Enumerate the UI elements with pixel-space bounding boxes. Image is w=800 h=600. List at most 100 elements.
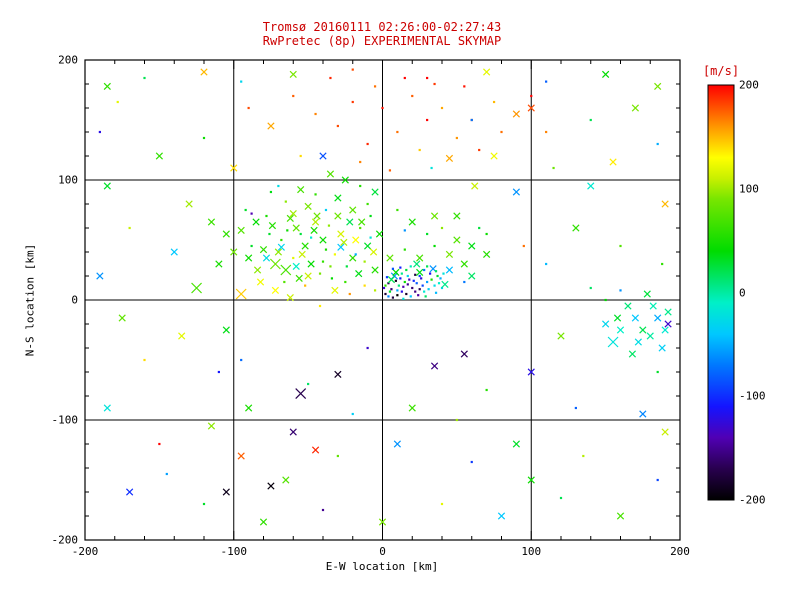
y-tick-label: 200 [58, 53, 78, 67]
colorbar-tick-label: 0 [739, 286, 746, 299]
data-point-x [602, 70, 610, 79]
data-point-x [289, 428, 297, 436]
data-point-x [616, 512, 625, 520]
data-point-dot [158, 442, 161, 446]
data-point-x [471, 182, 479, 190]
data-point-dot [265, 214, 268, 218]
data-point-dot [202, 502, 206, 506]
data-point-dot [656, 142, 659, 146]
data-point-dot [348, 292, 351, 296]
data-point-dot [530, 94, 533, 98]
data-point-dot [427, 288, 430, 291]
data-point-dot [116, 100, 119, 104]
data-point-dot [411, 94, 414, 98]
data-point-dot [244, 208, 247, 212]
data-point-dot [247, 106, 250, 110]
data-point-dot [403, 248, 406, 251]
data-point-dot [373, 85, 377, 88]
data-point-x [646, 332, 654, 340]
data-point-x [334, 370, 342, 379]
data-point-dot [277, 184, 280, 188]
data-point-dot [619, 289, 622, 292]
data-point-dot [409, 295, 412, 298]
data-point-x [269, 258, 281, 270]
data-point-x [643, 290, 651, 298]
data-point-x [386, 254, 394, 262]
data-point-dot [545, 130, 548, 134]
data-point-dot [408, 278, 411, 281]
data-point-x [289, 70, 297, 79]
data-point-dot [417, 294, 420, 297]
data-point-dot [440, 502, 444, 506]
data-point-dot [324, 248, 328, 251]
data-point-x [408, 218, 416, 226]
data-point-dot [470, 118, 473, 122]
data-point-dot [351, 68, 354, 71]
data-point-dot [250, 244, 253, 248]
data-point-x [661, 428, 669, 436]
data-point-x [453, 212, 461, 220]
data-point-x [256, 278, 265, 286]
data-point-dot [402, 297, 405, 300]
data-point-x [628, 350, 637, 358]
data-point-x [527, 476, 535, 484]
data-point-x [271, 286, 280, 295]
data-point-dot [165, 472, 168, 476]
data-point-dot [426, 265, 429, 268]
data-point-dot [385, 276, 389, 279]
data-point-x [609, 158, 617, 166]
data-point-x [483, 68, 491, 76]
data-point-dot [250, 212, 253, 215]
data-point-x [527, 368, 535, 376]
x-tick-label: 200 [670, 545, 690, 558]
data-point-dot [366, 346, 369, 350]
data-point-dot [384, 292, 387, 296]
data-point-dot [420, 277, 423, 280]
data-point-dot [402, 285, 405, 288]
data-point-dot [455, 136, 458, 140]
data-point-dot [314, 193, 317, 196]
data-point-dot [396, 289, 399, 292]
data-point-x [155, 152, 163, 160]
data-point-dot [351, 412, 354, 416]
data-point-dot [388, 290, 392, 293]
data-point-x [664, 308, 672, 316]
data-point-dot [391, 296, 395, 299]
data-point-dot [327, 224, 331, 227]
data-point-x [292, 224, 300, 232]
data-point-dot [318, 304, 322, 308]
data-point-dot [387, 282, 390, 285]
data-point-x [483, 250, 491, 259]
data-point-dot [405, 268, 408, 272]
data-point-x [185, 200, 193, 208]
data-point-dot [424, 295, 427, 298]
data-point-dot [403, 229, 406, 232]
data-point-dot [403, 280, 406, 284]
data-point-dot [292, 94, 295, 98]
data-point-x [295, 274, 303, 283]
colorbar-tick-label: 100 [739, 182, 759, 196]
data-point-x [346, 218, 354, 226]
data-point-x [282, 476, 290, 484]
x-axis-label: E-W location [km] [325, 560, 439, 573]
data-point-dot [545, 80, 548, 83]
data-point-dot [396, 294, 399, 297]
data-point-dot [552, 166, 555, 170]
data-point-dot [406, 274, 409, 278]
data-point-dot [500, 130, 503, 134]
data-point-dot [286, 229, 289, 232]
data-point-dot [369, 214, 372, 218]
data-point-x [286, 214, 294, 223]
data-point-x [237, 452, 245, 460]
data-point-x [369, 248, 378, 256]
data-point-dot [351, 100, 354, 104]
data-point-dot [470, 460, 473, 464]
data-point-x [298, 250, 306, 259]
data-point-x [311, 218, 320, 226]
data-point-dot [582, 454, 585, 458]
data-point-dot [604, 298, 607, 302]
data-point-x [267, 122, 275, 130]
data-point-dot [394, 279, 397, 282]
data-point-x [277, 243, 285, 251]
data-point-x [413, 260, 421, 268]
